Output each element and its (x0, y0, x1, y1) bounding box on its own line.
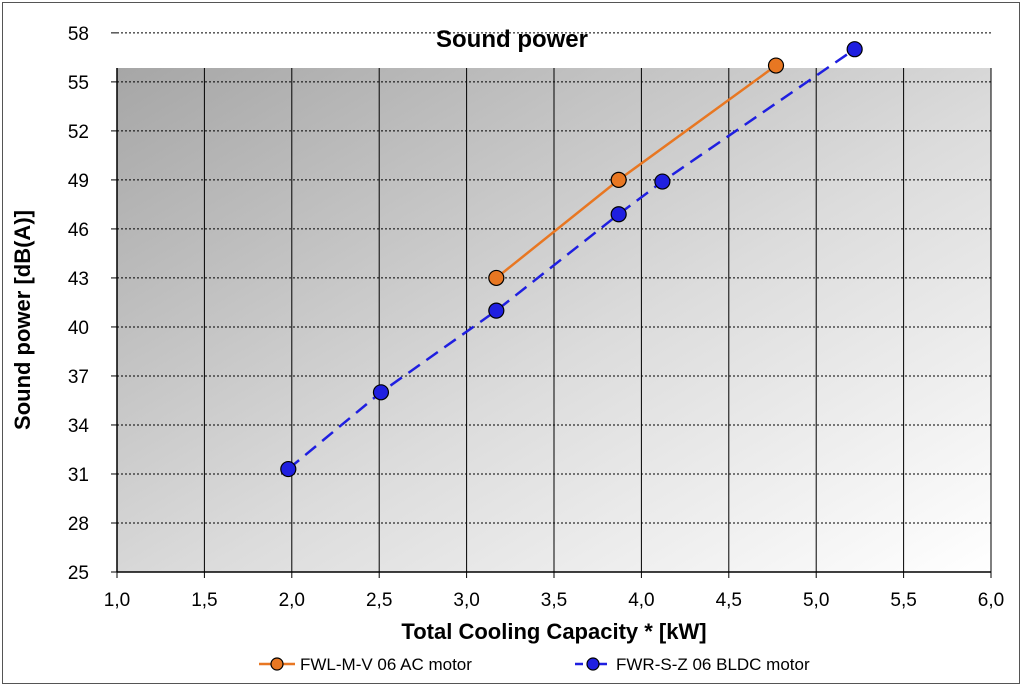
y-tick-label: 46 (68, 220, 89, 241)
y-tick-label: 55 (68, 73, 89, 94)
x-tick-label: 4,5 (716, 590, 742, 611)
legend-label-fwr: FWR-S-Z 06 BLDC motor (616, 655, 810, 674)
y-tick-label: 25 (68, 563, 89, 584)
x-tick-label: 3,5 (541, 590, 567, 611)
x-tick-label: 4,0 (628, 590, 654, 611)
data-point-series-1 (610, 206, 627, 223)
x-tick-label: 1,5 (191, 590, 217, 611)
data-point-series-0 (610, 171, 627, 189)
series-points (280, 41, 863, 478)
data-point-series-1 (846, 41, 863, 58)
legend: FWL-M-V 06 AC motor FWR-S-Z 06 BLDC moto… (259, 655, 810, 674)
y-tick-label: 43 (68, 269, 89, 290)
data-point-series-1 (280, 460, 297, 478)
data-point-series-1 (488, 302, 505, 319)
data-point-series-0 (488, 269, 505, 287)
y-tick-label: 28 (68, 514, 89, 535)
y-tick-label: 37 (68, 367, 89, 388)
legend-marker-fwr (586, 657, 600, 671)
x-tick-label: 6,0 (978, 590, 1004, 611)
y-tick-label: 34 (68, 416, 90, 437)
legend-item-fwl: FWL-M-V 06 AC motor (259, 655, 472, 674)
y-tick-label: 31 (68, 465, 89, 486)
y-axis-title: Sound power [dB(A)] (10, 210, 35, 430)
y-tick-label: 49 (68, 171, 89, 192)
x-tick-label: 1,0 (104, 590, 130, 611)
x-tick-label: 2,5 (366, 590, 392, 611)
y-tick-label: 58 (68, 24, 89, 45)
x-axis-title: Total Cooling Capacity * [kW] (401, 619, 706, 644)
legend-label-fwl: FWL-M-V 06 AC motor (300, 655, 472, 674)
data-point-series-0 (767, 57, 785, 74)
x-tick-label: 5,5 (890, 590, 916, 611)
legend-marker-fwl (270, 657, 284, 671)
y-tick-label: 40 (68, 318, 89, 339)
data-point-series-1 (654, 173, 671, 190)
x-tick-label: 5,0 (803, 590, 829, 611)
series-line-1 (287, 48, 856, 471)
x-tick-label: 3,0 (453, 590, 479, 611)
legend-item-fwr: FWR-S-Z 06 BLDC motor (575, 655, 810, 674)
axes (111, 32, 992, 578)
y-tick-labels: 25 28 31 34 37 40 43 46 49 52 55 58 (68, 24, 90, 584)
x-tick-label: 2,0 (279, 590, 305, 611)
data-point-series-1 (372, 384, 390, 401)
y-tick-label: 52 (68, 122, 89, 143)
grid-lines (117, 32, 992, 572)
chart-title: Sound power (436, 26, 588, 53)
x-tick-labels: 1,0 1,5 2,0 2,5 3,0 3,5 4,0 4,5 5,0 5,5 6,0 (104, 590, 1004, 611)
